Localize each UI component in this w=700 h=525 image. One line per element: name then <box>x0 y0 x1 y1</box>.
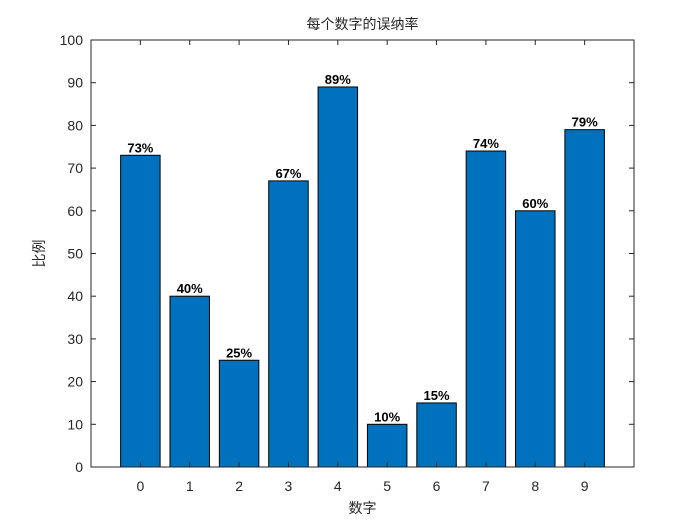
data-label-8: 60% <box>522 196 548 211</box>
bar-2 <box>218 359 260 468</box>
x-tick-label-3: 3 <box>285 478 293 494</box>
bar-7 <box>465 150 507 468</box>
x-tick-label-5: 5 <box>383 478 391 494</box>
y-tick-label-80: 80 <box>67 117 83 133</box>
bar-8 <box>515 210 556 468</box>
chart-title: 每个数字的误纳率 <box>307 16 419 33</box>
bar-3 <box>268 180 309 468</box>
data-label-7: 74% <box>473 136 499 151</box>
data-label-0: 73% <box>127 140 153 155</box>
x-tick-label-2: 2 <box>235 478 243 494</box>
bar-0 <box>120 154 161 468</box>
data-label-3: 67% <box>275 166 301 181</box>
bar-5 <box>366 423 408 468</box>
data-label-6: 15% <box>424 388 450 403</box>
data-label-4: 89% <box>325 72 351 87</box>
data-label-5: 10% <box>374 409 400 424</box>
y-tick-label-30: 30 <box>67 331 83 347</box>
data-label-2: 25% <box>226 345 252 360</box>
y-tick-label-10: 10 <box>67 416 83 432</box>
x-tick-label-1: 1 <box>186 478 194 494</box>
plot-area: 73%40%25%67%89%10%15%74%60%79%0102030405… <box>60 32 635 494</box>
x-tick-label-7: 7 <box>482 478 490 494</box>
bar-9 <box>564 129 605 468</box>
data-label-1: 40% <box>177 281 203 296</box>
x-axis-label: 数字 <box>349 501 377 517</box>
x-tick-label-8: 8 <box>531 478 539 494</box>
y-tick-label-50: 50 <box>67 246 83 262</box>
bar-4 <box>317 86 359 468</box>
y-tick-label-100: 100 <box>60 32 84 48</box>
x-tick-label-9: 9 <box>581 478 589 494</box>
y-tick-label-70: 70 <box>67 160 83 176</box>
x-tick-label-6: 6 <box>433 478 441 494</box>
bar-6 <box>416 402 457 468</box>
x-tick-label-0: 0 <box>136 478 144 494</box>
data-label-9: 79% <box>572 115 598 130</box>
y-tick-label-20: 20 <box>67 374 83 390</box>
y-tick-label-40: 40 <box>67 288 83 304</box>
bar-1 <box>169 295 210 468</box>
x-tick-label-4: 4 <box>334 478 342 494</box>
y-tick-label-60: 60 <box>67 203 83 219</box>
y-tick-label-0: 0 <box>75 459 83 475</box>
y-tick-label-90: 90 <box>67 75 83 91</box>
y-axis-label: 比例 <box>32 240 48 268</box>
